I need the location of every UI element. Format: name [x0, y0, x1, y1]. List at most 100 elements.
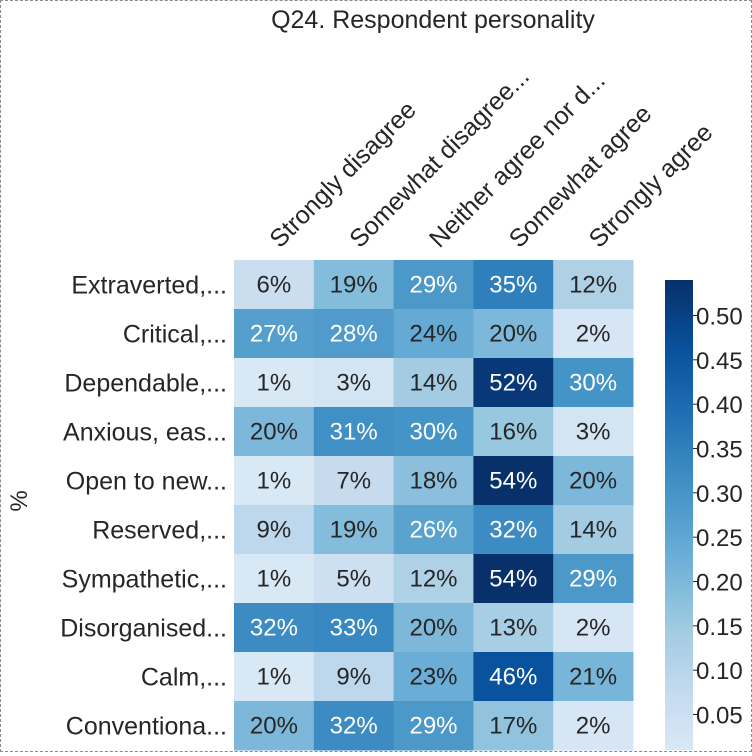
cell-value-label: 2%	[576, 615, 611, 642]
cell-value-label: 28%	[330, 321, 378, 348]
heatmap-cell	[473, 358, 554, 408]
heatmap-cell	[553, 358, 634, 408]
cell-value-label: 20%	[250, 419, 298, 446]
cell-value-label: 1%	[257, 566, 292, 593]
cell-value-label: 35%	[489, 272, 537, 299]
row-label: Extraverted,...	[71, 272, 227, 300]
cell-value-label: 3%	[576, 419, 611, 446]
cell-value-label: 9%	[336, 664, 371, 691]
heatmap-cell	[393, 407, 474, 457]
colorbar-tick-label: 0.35	[696, 437, 743, 464]
colorbar-tick-label: 0.15	[696, 614, 743, 641]
cell-value-label: 1%	[257, 370, 292, 397]
cell-value-label: 1%	[257, 468, 292, 495]
cell-value-label: 16%	[489, 419, 537, 446]
cell-value-label: 2%	[576, 713, 611, 740]
chart-title: Q24. Respondent personality	[271, 6, 595, 34]
row-label: Disorganised...	[60, 615, 227, 643]
heatmap-cell	[234, 603, 315, 653]
heatmap-cell	[473, 456, 554, 506]
colorbar-ticks: 0.05 0.10 0.15 0.20 0.25 0.30 0.35 0.40 0.45 0.50	[693, 304, 743, 730]
colorbar-tick-label: 0.05	[696, 703, 743, 730]
heatmap-cell	[473, 260, 554, 310]
row-label: Conventiona...	[66, 713, 227, 741]
heatmap-cell	[553, 603, 634, 653]
heatmap-cell	[313, 260, 395, 310]
colorbar-tick-label: 0.20	[696, 570, 743, 597]
heatmap-cell	[553, 456, 634, 506]
cell-value-label: 30%	[409, 419, 457, 446]
colorbar-tick-label: 0.30	[696, 481, 743, 508]
cell-value-label: 24%	[409, 321, 457, 348]
heatmap-cell	[473, 701, 554, 751]
heatmap-cell-labels: 6% 19% 29% 35% 12% 27% 28% 24% 20% 2% 1% 3% 14% 52% 30…	[250, 272, 617, 740]
cell-value-label: 19%	[330, 272, 378, 299]
row-label: Critical,...	[123, 321, 227, 349]
heatmap-cell	[313, 505, 395, 555]
cell-value-label: 32%	[330, 713, 378, 740]
heatmap-cell	[234, 505, 315, 555]
cell-value-label: 18%	[409, 468, 457, 495]
cell-value-label: 29%	[409, 713, 457, 740]
row-label: Calm,...	[141, 664, 227, 692]
heatmap-cell	[234, 554, 315, 604]
cell-value-label: 33%	[330, 615, 378, 642]
row-label: Anxious, eas...	[63, 419, 227, 447]
cell-value-label: 54%	[489, 468, 537, 495]
heatmap-cell	[393, 603, 474, 653]
heatmap-cell	[393, 358, 474, 408]
cell-value-label: 1%	[257, 664, 292, 691]
heatmap-cell	[313, 554, 395, 604]
cell-value-label: 32%	[489, 517, 537, 544]
cell-value-label: 12%	[409, 566, 457, 593]
cell-value-label: 30%	[569, 370, 617, 397]
heatmap-cell	[313, 358, 395, 408]
heatmap-cell	[553, 505, 634, 555]
cell-value-label: 5%	[336, 566, 371, 593]
cell-value-label: 32%	[250, 615, 298, 642]
heatmap-cells	[234, 260, 634, 751]
cell-value-label: 20%	[569, 468, 617, 495]
cell-value-label: 21%	[569, 664, 617, 691]
heatmap-cell	[553, 309, 634, 359]
row-label: Sympathetic,...	[62, 566, 227, 594]
heatmap-cell	[313, 309, 395, 359]
heatmap-cell	[553, 407, 634, 457]
heatmap-cell	[234, 652, 315, 702]
cell-value-label: 12%	[569, 272, 617, 299]
heatmap-cell	[393, 701, 474, 751]
row-labels: Extraverted,... Critical,... Dependable,..…	[60, 272, 227, 741]
cell-value-label: 19%	[330, 517, 378, 544]
cell-value-label: 14%	[409, 370, 457, 397]
row-label: Reserved,...	[92, 517, 227, 545]
heatmap-cell	[393, 554, 474, 604]
heatmap-cell	[234, 456, 315, 506]
cell-value-label: 7%	[336, 468, 371, 495]
heatmap-cell	[234, 407, 315, 457]
heatmap-cell	[473, 652, 554, 702]
cell-value-label: 29%	[569, 566, 617, 593]
colorbar-tick-label: 0.50	[696, 304, 743, 331]
heatmap-cell	[313, 407, 395, 457]
colorbar-tick-label: 0.40	[696, 392, 743, 419]
cell-value-label: 23%	[409, 664, 457, 691]
row-label: Open to new...	[66, 468, 227, 496]
cell-value-label: 46%	[489, 664, 537, 691]
heatmap-cell	[313, 652, 395, 702]
heatmap-cell	[473, 505, 554, 555]
heatmap-cell	[393, 456, 474, 506]
heatmap-cell	[393, 309, 474, 359]
heatmap-cell	[393, 505, 474, 555]
heatmap-cell	[553, 260, 634, 310]
cell-value-label: 6%	[257, 272, 292, 299]
column-label: Somewhat agree	[504, 100, 657, 253]
cell-value-label: 31%	[330, 419, 378, 446]
cell-value-label: 13%	[489, 615, 537, 642]
cell-value-label: 2%	[576, 321, 611, 348]
heatmap-cell	[313, 603, 395, 653]
cell-value-label: 3%	[336, 370, 371, 397]
cell-value-label: 20%	[489, 321, 537, 348]
